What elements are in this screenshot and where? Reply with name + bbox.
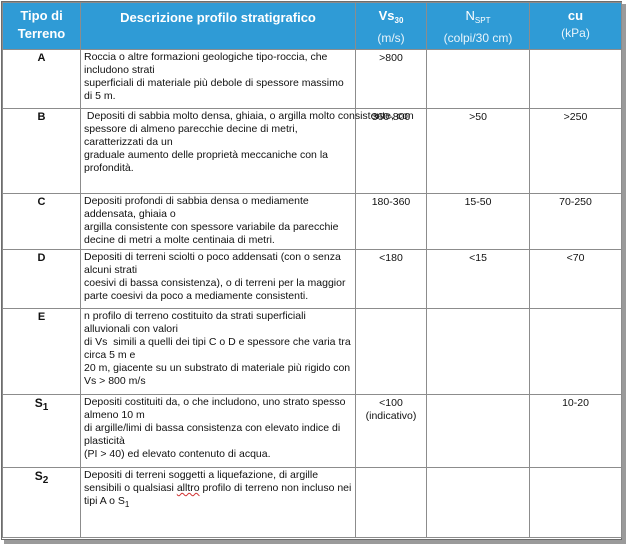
description-cell: n profilo di terreno costituito da strat… (80, 308, 356, 395)
description-subscript: 1 (124, 500, 130, 509)
header-type-line2: Terreno (17, 26, 66, 41)
soil-type-cell: A (2, 49, 81, 109)
misspelled-word: alltro (176, 482, 200, 494)
description-cell: Depositi costituiti da, o che includono,… (80, 394, 356, 468)
header-nspt-label: N (465, 8, 475, 23)
cu-cell (529, 308, 622, 395)
soil-type-cell: D (2, 249, 81, 309)
description-line: di Vs simili a quelli dei tipi C o D e s… (84, 336, 354, 361)
header-type-line1: Tipo di (20, 8, 63, 23)
soil-type-subscript: 2 (42, 475, 49, 486)
vs30-cell: >800 (355, 49, 427, 109)
table-row: E n profilo di terreno costituito da str… (2, 308, 622, 395)
description-line: 20 m, giacente su un substrato di materi… (84, 362, 351, 387)
header-nspt: NSPT (colpi/30 cm) (426, 2, 530, 50)
table-row: S1 Depositi costituiti da, o che includo… (2, 394, 622, 468)
nspt-cell: >50 (426, 108, 530, 194)
description-line: argilla consistente con spessore variabi… (84, 221, 339, 246)
description-line: Roccia o altre formazioni geologiche tip… (84, 51, 328, 76)
cu-cell: 70-250 (529, 193, 622, 250)
table-row: C Depositi profondi di sabbia densa o me… (2, 193, 622, 250)
nspt-cell (426, 467, 530, 538)
soil-type-subscript: 1 (42, 402, 49, 413)
description-line: Depositi di terreni soggetti a liquefazi… (84, 469, 353, 511)
table-row: S2 Depositi di terreni soggetti a liquef… (2, 467, 622, 538)
description-cell: Depositi di terreni sciolti o poco adden… (80, 249, 356, 309)
description-text: profilo di terreno non incluso nei tipi … (84, 482, 352, 507)
description-cell: Roccia o altre formazioni geologiche tip… (80, 49, 356, 109)
soil-type-cell: C (2, 193, 81, 250)
description-line: spessore di almeno parecchie decine di m… (84, 123, 298, 148)
soil-classification-table: Tipo di Terreno Descrizione profilo stra… (2, 2, 622, 538)
vs30-note: (indicativo) (365, 410, 417, 422)
description-line: superficiali di materiale più debole di … (84, 77, 344, 102)
header-description: Descrizione profilo stratigrafico (80, 2, 356, 50)
soil-type-cell: B (2, 108, 81, 194)
description-line: n profilo di terreno costituito da strat… (84, 310, 306, 335)
description-line: di argille/limi di bassa consistenza con… (84, 422, 341, 447)
vs30-cell (355, 308, 427, 395)
cu-cell (529, 49, 622, 109)
description-line: Depositi profondi di sabbia densa o medi… (84, 195, 309, 220)
header-nspt-unit: (colpi/30 cm) (443, 31, 513, 45)
description-line: Depositi di terreni sciolti o poco adden… (84, 251, 341, 276)
header-soil-type: Tipo di Terreno (2, 2, 81, 50)
header-cu-label: cu (567, 8, 584, 23)
description-line: Depositi costituiti da, o che includono,… (84, 396, 346, 421)
nspt-cell: 15-50 (426, 193, 530, 250)
header-row: Tipo di Terreno Descrizione profilo stra… (2, 2, 622, 50)
description-cell: Depositi profondi di sabbia densa o medi… (80, 193, 356, 250)
nspt-cell (426, 394, 530, 468)
header-desc-label: Descrizione profilo stratigrafico (120, 10, 316, 25)
header-vs-label: Vs (378, 8, 395, 23)
table-row: B Depositi di sabbia molto densa, ghiaia… (2, 108, 622, 194)
soil-type-cell: S1 (2, 394, 81, 468)
soil-type-cell: S2 (2, 467, 81, 538)
description-line: graduale aumento delle proprietà meccani… (84, 149, 328, 174)
vs30-value: <100 (379, 397, 403, 409)
description-line: Depositi di sabbia molto densa, ghiaia, … (84, 110, 414, 122)
vs30-cell: 180-360 (355, 193, 427, 250)
soil-type-letter: S (34, 396, 43, 410)
description-line: coesivi di bassa consistenza), o di terr… (84, 277, 346, 302)
description-text: Depositi di terreni soggetti a liquefazi… (84, 469, 319, 494)
description-line: (PI > 40) ed elevato contenuto di acqua. (84, 448, 271, 460)
vs30-cell (355, 467, 427, 538)
nspt-cell: <15 (426, 249, 530, 309)
table-shadow-right (622, 4, 626, 543)
header-cu-unit: (kPa) (561, 26, 590, 40)
header-cu: cu (kPa) (529, 2, 622, 50)
header-nspt-subscript: SPT (474, 16, 491, 25)
table-frame (1, 1, 622, 540)
cu-cell: 10-20 (529, 394, 622, 468)
header-vs30: Vs30 (m/s) (355, 2, 427, 50)
header-vs-subscript: 30 (394, 16, 404, 25)
table-shadow-bottom (4, 540, 626, 544)
table-row: D Depositi di terreni sciolti o poco add… (2, 249, 622, 309)
description-cell: Depositi di terreni soggetti a liquefazi… (80, 467, 356, 538)
soil-type-cell: E (2, 308, 81, 395)
cu-cell (529, 467, 622, 538)
soil-type-letter: S (34, 469, 43, 483)
vs30-cell: <180 (355, 249, 427, 309)
header-vs-unit: (m/s) (377, 31, 405, 45)
description-cell: Depositi di sabbia molto densa, ghiaia, … (80, 108, 414, 194)
table-row: A Roccia o altre formazioni geologiche t… (2, 49, 622, 109)
nspt-cell (426, 308, 530, 395)
cu-cell: >250 (529, 108, 622, 194)
vs30-cell: <100 (indicativo) (355, 394, 427, 468)
nspt-cell (426, 49, 530, 109)
cu-cell: <70 (529, 249, 622, 309)
